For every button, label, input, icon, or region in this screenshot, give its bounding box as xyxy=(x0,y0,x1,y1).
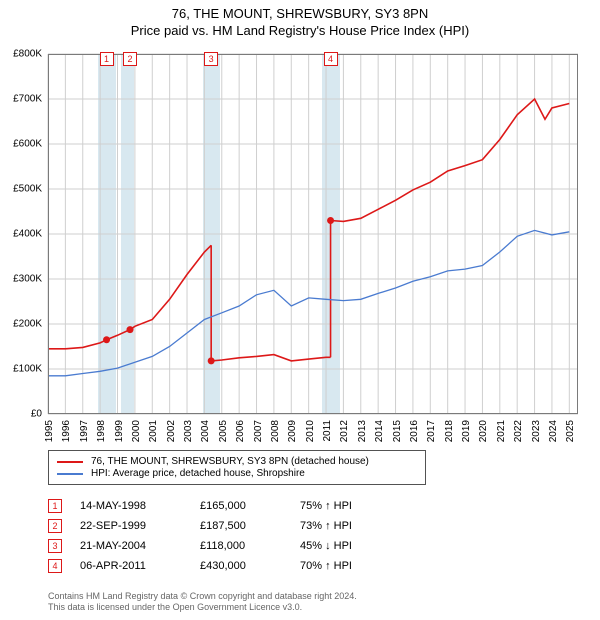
x-tick-label: 2013 xyxy=(357,420,368,442)
x-tick-label: 2005 xyxy=(218,420,229,442)
x-tick-label: 2016 xyxy=(409,420,420,442)
transaction-marker: 4 xyxy=(48,559,62,573)
x-tick-label: 2009 xyxy=(287,420,298,442)
transaction-price: £165,000 xyxy=(200,500,300,512)
y-tick-label: £600K xyxy=(13,139,42,150)
legend: 76, THE MOUNT, SHREWSBURY, SY3 8PN (deta… xyxy=(48,450,426,485)
x-tick-label: 2024 xyxy=(548,420,559,442)
sale-marker-2: 2 xyxy=(123,52,137,66)
x-tick-label: 1998 xyxy=(96,420,107,442)
legend-item: 76, THE MOUNT, SHREWSBURY, SY3 8PN (deta… xyxy=(57,456,417,467)
x-tick-label: 1999 xyxy=(114,420,125,442)
x-tick-label: 2011 xyxy=(322,420,333,442)
x-tick-label: 2001 xyxy=(148,420,159,442)
x-tick-label: 2008 xyxy=(270,420,281,442)
transaction-date: 21-MAY-2004 xyxy=(80,540,200,552)
transaction-row: 1 14-MAY-1998£165,00075% ↑ HPI xyxy=(48,496,400,516)
x-tick-label: 2003 xyxy=(183,420,194,442)
transaction-row: 2 22-SEP-1999£187,50073% ↑ HPI xyxy=(48,516,400,536)
legend-item: HPI: Average price, detached house, Shro… xyxy=(57,468,417,479)
transaction-hpi-delta: 70% ↑ HPI xyxy=(300,560,400,572)
x-tick-label: 2023 xyxy=(531,420,542,442)
x-tick-label: 2002 xyxy=(166,420,177,442)
y-tick-label: £500K xyxy=(13,184,42,195)
chart-page: { "title_line1": "76, THE MOUNT, SHREWSB… xyxy=(0,0,600,620)
y-tick-label: £100K xyxy=(13,364,42,375)
transaction-marker: 1 xyxy=(48,499,62,513)
transaction-date: 14-MAY-1998 xyxy=(80,500,200,512)
title-address: 76, THE MOUNT, SHREWSBURY, SY3 8PN xyxy=(0,6,600,21)
y-tick-label: £400K xyxy=(13,229,42,240)
y-tick-label: £800K xyxy=(13,49,42,60)
sale-marker-1: 1 xyxy=(100,52,114,66)
sale-marker-3: 3 xyxy=(204,52,218,66)
legend-swatch xyxy=(57,461,83,463)
y-tick-label: £200K xyxy=(13,319,42,330)
transaction-row: 3 21-MAY-2004£118,00045% ↓ HPI xyxy=(48,536,400,556)
x-tick-label: 2000 xyxy=(131,420,142,442)
legend-label: 76, THE MOUNT, SHREWSBURY, SY3 8PN (deta… xyxy=(91,456,369,467)
transaction-price: £430,000 xyxy=(200,560,300,572)
transaction-row: 4 06-APR-2011£430,00070% ↑ HPI xyxy=(48,556,400,576)
x-tick-label: 1995 xyxy=(44,420,55,442)
y-tick-label: £300K xyxy=(13,274,42,285)
transaction-date: 22-SEP-1999 xyxy=(80,520,200,532)
transaction-marker: 3 xyxy=(48,539,62,553)
footer-line2: This data is licensed under the Open Gov… xyxy=(48,602,357,614)
footer-line1: Contains HM Land Registry data © Crown c… xyxy=(48,591,357,603)
transaction-date: 06-APR-2011 xyxy=(80,560,200,572)
title-subtitle: Price paid vs. HM Land Registry's House … xyxy=(0,23,600,38)
sale-marker-4: 4 xyxy=(324,52,338,66)
chart-titles: 76, THE MOUNT, SHREWSBURY, SY3 8PN Price… xyxy=(0,0,600,38)
x-tick-label: 2006 xyxy=(235,420,246,442)
transactions-table: 1 14-MAY-1998£165,00075% ↑ HPI 2 22-SEP-199… xyxy=(48,496,400,576)
plot-border xyxy=(48,54,578,414)
x-tick-label: 2022 xyxy=(513,420,524,442)
x-tick-label: 2014 xyxy=(374,420,385,442)
x-tick-label: 2021 xyxy=(496,420,507,442)
legend-swatch xyxy=(57,473,83,475)
transaction-hpi-delta: 45% ↓ HPI xyxy=(300,540,400,552)
x-tick-label: 2007 xyxy=(253,420,264,442)
transaction-marker: 2 xyxy=(48,519,62,533)
x-tick-label: 2004 xyxy=(200,420,211,442)
y-tick-label: £700K xyxy=(13,94,42,105)
x-tick-label: 2020 xyxy=(478,420,489,442)
x-tick-label: 2017 xyxy=(426,420,437,442)
footer-attribution: Contains HM Land Registry data © Crown c… xyxy=(48,591,357,614)
plot-area: £0£100K£200K£300K£400K£500K£600K£700K£80… xyxy=(48,54,578,414)
x-tick-label: 1996 xyxy=(61,420,72,442)
y-tick-label: £0 xyxy=(31,409,42,420)
x-tick-label: 2015 xyxy=(392,420,403,442)
x-tick-label: 2010 xyxy=(305,420,316,442)
x-tick-label: 2018 xyxy=(444,420,455,442)
transaction-price: £187,500 xyxy=(200,520,300,532)
x-tick-label: 2025 xyxy=(565,420,576,442)
legend-label: HPI: Average price, detached house, Shro… xyxy=(91,468,305,479)
transaction-price: £118,000 xyxy=(200,540,300,552)
x-tick-label: 1997 xyxy=(79,420,90,442)
transaction-hpi-delta: 73% ↑ HPI xyxy=(300,520,400,532)
transaction-hpi-delta: 75% ↑ HPI xyxy=(300,500,400,512)
x-tick-label: 2012 xyxy=(339,420,350,442)
x-tick-label: 2019 xyxy=(461,420,472,442)
